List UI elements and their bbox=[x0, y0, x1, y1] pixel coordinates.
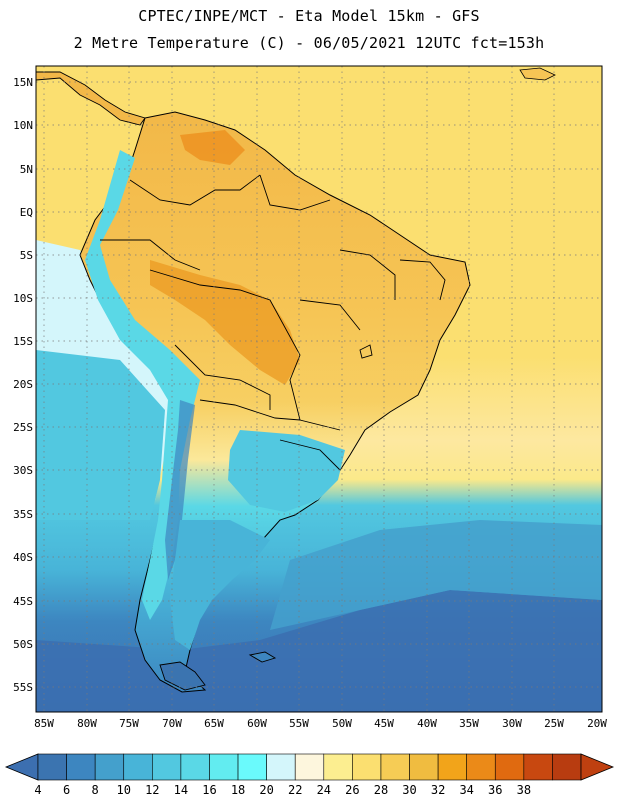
colorbar-label: 36 bbox=[488, 783, 502, 797]
lat-label: 50S bbox=[13, 638, 33, 651]
lat-label: 35S bbox=[13, 508, 33, 521]
hot-interior bbox=[150, 260, 300, 385]
colorbar-high-arrow bbox=[580, 753, 615, 781]
patagonia-cool bbox=[170, 520, 270, 650]
colorbar: 4 6 8 10 12 14 16 18 20 22 24 26 28 30 32 34 36 38 bbox=[4, 753, 615, 797]
colorbar-label: 38 bbox=[517, 783, 531, 797]
lon-label: 45W bbox=[374, 717, 394, 730]
colorbar-swatch bbox=[209, 753, 239, 781]
colorbar-swatch bbox=[352, 753, 382, 781]
chart-title-line-2: 2 Metre Temperature (C) - 06/05/2021 12U… bbox=[73, 34, 545, 52]
lat-label: 20S bbox=[13, 378, 33, 391]
colorbar-swatch bbox=[180, 753, 210, 781]
latitude-axis: 15N 10N 5N EQ 5S 10S 15S 20S 25S 30S 35S… bbox=[13, 76, 33, 694]
lon-label: 85W bbox=[34, 717, 54, 730]
colorbar-label: 32 bbox=[431, 783, 445, 797]
tierra-del-fuego bbox=[159, 661, 206, 691]
lat-label: 10N bbox=[13, 119, 33, 132]
colorbar-label: 12 bbox=[145, 783, 159, 797]
colorbar-label: 28 bbox=[374, 783, 388, 797]
colorbar-swatch bbox=[294, 753, 325, 781]
caribbean-islands bbox=[519, 67, 556, 81]
lat-label: 15N bbox=[13, 76, 33, 89]
lat-label: 15S bbox=[13, 335, 33, 348]
lat-label: 45S bbox=[13, 595, 33, 608]
colorbar-swatch bbox=[237, 753, 267, 781]
chart-title-line-1: CPTEC/INPE/MCT - Eta Model 15km - GFS bbox=[138, 7, 480, 25]
colorbar-label: 10 bbox=[117, 783, 131, 797]
colorbar-swatch bbox=[437, 753, 467, 781]
lon-label: 25W bbox=[544, 717, 564, 730]
lon-label: 60W bbox=[247, 717, 267, 730]
colorbar-label: 22 bbox=[288, 783, 302, 797]
colorbar-swatches bbox=[37, 753, 582, 781]
lat-label: 40S bbox=[13, 551, 33, 564]
colorbar-label: 30 bbox=[402, 783, 416, 797]
plot-frame bbox=[35, 65, 603, 713]
lat-label: 10S bbox=[13, 292, 33, 305]
colorbar-swatch bbox=[66, 753, 96, 781]
colorbar-swatch bbox=[323, 753, 353, 781]
lon-label: 75W bbox=[119, 717, 139, 730]
colorbar-swatch bbox=[409, 753, 439, 781]
pacific-cold-band bbox=[36, 350, 165, 520]
graticule bbox=[36, 66, 602, 712]
colorbar-label: 16 bbox=[202, 783, 216, 797]
central-america bbox=[36, 71, 146, 126]
lat-label: 55S bbox=[13, 681, 33, 694]
colorbar-swatch bbox=[37, 753, 67, 781]
lat-label: 25S bbox=[13, 421, 33, 434]
colorbar-swatch bbox=[380, 753, 410, 781]
colorbar-label: 34 bbox=[459, 783, 473, 797]
andes-high-ridge bbox=[165, 400, 195, 580]
lon-label: 20W bbox=[587, 717, 607, 730]
lon-label: 30W bbox=[502, 717, 522, 730]
colorbar-label: 8 bbox=[92, 783, 99, 797]
lon-label: 50W bbox=[332, 717, 352, 730]
lon-label: 80W bbox=[77, 717, 97, 730]
colorbar-swatch bbox=[552, 753, 582, 781]
colorbar-label: 4 bbox=[34, 783, 41, 797]
atlantic-mid-band bbox=[270, 520, 602, 630]
colorbar-swatch bbox=[523, 753, 553, 781]
colorbar-swatch bbox=[123, 753, 153, 781]
country-borders bbox=[100, 174, 446, 471]
colorbar-label: 14 bbox=[174, 783, 188, 797]
falkland-islands bbox=[248, 651, 277, 663]
colorbar-label: 6 bbox=[63, 783, 70, 797]
colorbar-label: 24 bbox=[317, 783, 331, 797]
colorbar-swatch bbox=[494, 753, 525, 781]
lat-label: 5S bbox=[20, 249, 33, 262]
lat-label: 30S bbox=[13, 464, 33, 477]
longitude-axis: 85W 80W 75W 70W 65W 60W 55W 50W 45W 40W … bbox=[34, 717, 607, 730]
lat-label: 5N bbox=[20, 163, 33, 176]
hot-north bbox=[180, 130, 245, 165]
lon-label: 70W bbox=[162, 717, 182, 730]
colorbar-label: 20 bbox=[259, 783, 273, 797]
colorbar-swatch bbox=[266, 753, 296, 781]
colorbar-swatch bbox=[152, 753, 182, 781]
colorbar-swatch bbox=[466, 753, 496, 781]
colorbar-swatch bbox=[94, 753, 125, 781]
colorbar-label: 18 bbox=[231, 783, 245, 797]
lon-label: 35W bbox=[459, 717, 479, 730]
lat-label: EQ bbox=[20, 206, 33, 219]
lon-label: 55W bbox=[289, 717, 309, 730]
colorbar-label: 26 bbox=[345, 783, 359, 797]
colorbar-low-arrow bbox=[4, 753, 39, 781]
colorbar-labels: 4 6 8 10 12 14 16 18 20 22 24 26 28 30 32 34 36 38 bbox=[34, 783, 531, 797]
lon-label: 40W bbox=[417, 717, 437, 730]
lon-label: 65W bbox=[204, 717, 224, 730]
la-plata-cool bbox=[228, 430, 345, 512]
